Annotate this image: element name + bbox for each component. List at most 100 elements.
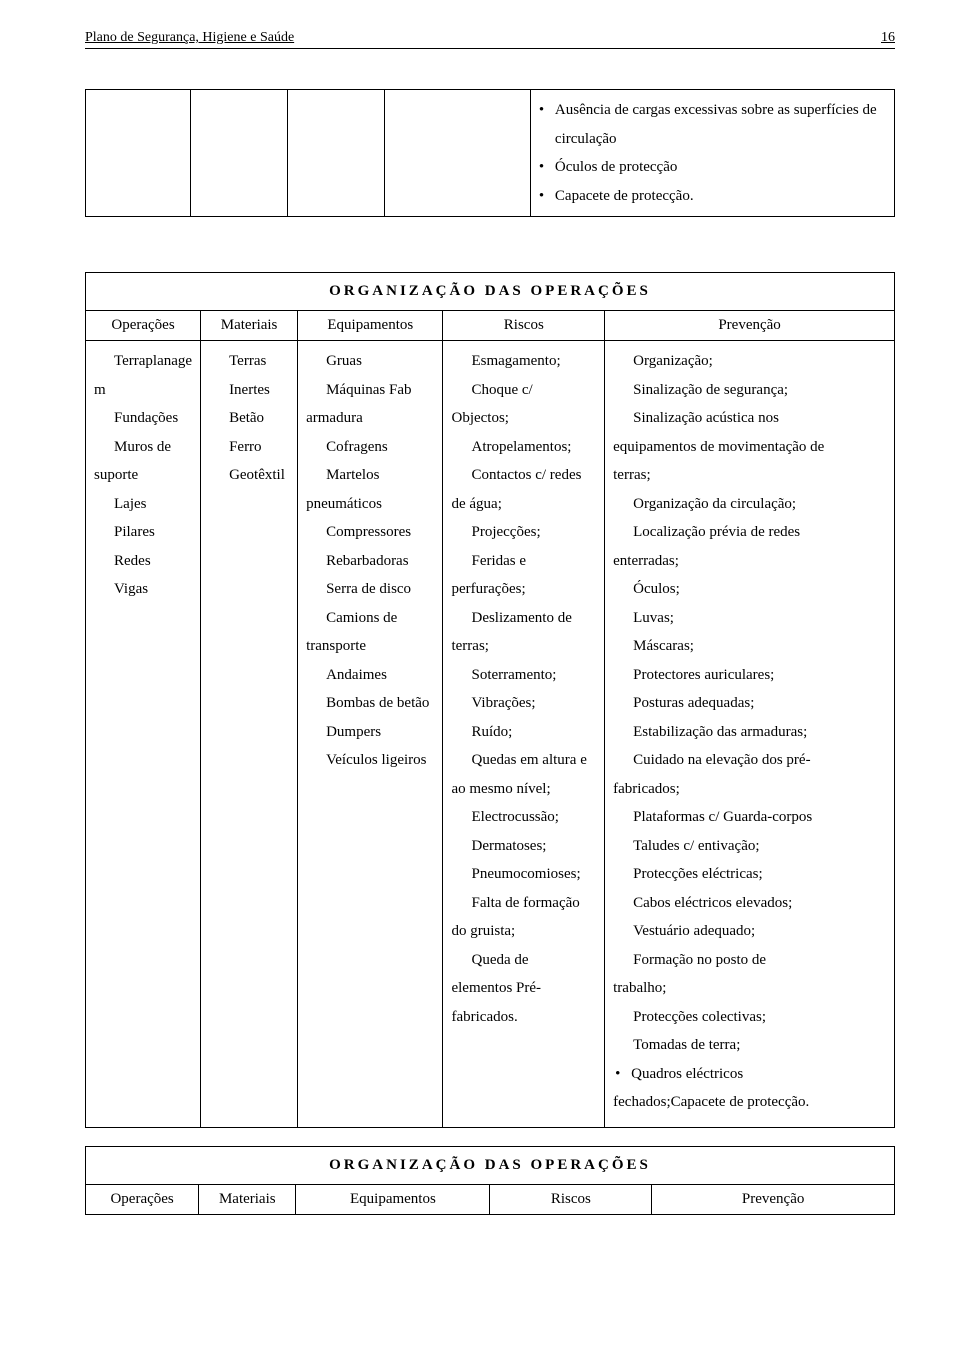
list-line: Bombas de betão (306, 689, 434, 718)
top-bullet-item: Ausência de cargas excessivas sobre as s… (537, 96, 888, 153)
list-line: Máscaras; (613, 632, 886, 661)
cell-prevencao: Organização;Sinalização de segurança;Sin… (605, 341, 895, 1128)
list-line: Camions de (306, 604, 434, 633)
list-line: Quedas em altura e (451, 746, 596, 775)
page: Plano de Segurança, Higiene e Saúde 16 A… (0, 0, 960, 1255)
top-cell-empty-3 (288, 90, 385, 217)
list-line: transporte (306, 632, 434, 661)
top-cell-bullets: Ausência de cargas excessivas sobre as s… (530, 90, 894, 217)
list-line: enterradas; (613, 547, 886, 576)
list-line: Localização prévia de redes (613, 518, 886, 547)
prevencao-bullet-item: Quadros eléctricos (613, 1060, 886, 1089)
col2-header-equipamentos: Equipamentos (296, 1184, 490, 1214)
list-line: Sinalização acústica nos (613, 404, 886, 433)
page-header: Plano de Segurança, Higiene e Saúde 16 (85, 30, 895, 49)
list-line: perfurações; (451, 575, 596, 604)
list-line: terras; (451, 632, 596, 661)
list-line: Ruído; (451, 718, 596, 747)
col-header-riscos: Riscos (443, 311, 605, 341)
list-line: Redes (94, 547, 192, 576)
list-line: Atropelamentos; (451, 433, 596, 462)
list-line: Vigas (94, 575, 192, 604)
list-line: Lajes (94, 490, 192, 519)
list-line: Gruas (306, 347, 434, 376)
list-line: Dermatoses; (451, 832, 596, 861)
cell-equipamentos: GruasMáquinas FabarmaduraCofragensMartel… (298, 341, 443, 1128)
list-line: fabricados; (613, 775, 886, 804)
list-line: terras; (613, 461, 886, 490)
list-line: Contactos c/ redes (451, 461, 596, 490)
list-line: Martelos (306, 461, 434, 490)
list-line: Tomadas de terra; (613, 1031, 886, 1060)
list-line: Vestuário adequado; (613, 917, 886, 946)
col2-header-operacoes: Operações (86, 1184, 199, 1214)
list-line: Organização; (613, 347, 886, 376)
top-bullet-item: Óculos de protecção (537, 153, 888, 182)
cell-operacoes: TerraplanagemFundaçõesMuros desuporteLaj… (86, 341, 201, 1128)
list-line: Falta de formação (451, 889, 596, 918)
prevencao-bullet-text: Quadros eléctricos (631, 1066, 743, 1082)
col2-header-riscos: Riscos (490, 1184, 652, 1214)
list-line: Fundações (94, 404, 192, 433)
list-line: do gruista; (451, 917, 596, 946)
list-line: Dumpers (306, 718, 434, 747)
list-line: Serra de disco (306, 575, 434, 604)
list-line: Compressores (306, 518, 434, 547)
list-line: pneumáticos (306, 490, 434, 519)
list-line: Protecções eléctricas; (613, 860, 886, 889)
col2-header-prevencao: Prevenção (652, 1184, 895, 1214)
prevencao-tail: fechados;Capacete de protecção. (613, 1088, 886, 1117)
list-line: Óculos; (613, 575, 886, 604)
list-line: Esmagamento; (451, 347, 596, 376)
list-line: Formação no posto de (613, 946, 886, 975)
list-line: Queda de (451, 946, 596, 975)
list-line: Objectos; (451, 404, 596, 433)
list-line: Cabos eléctricos elevados; (613, 889, 886, 918)
list-line: m (94, 376, 192, 405)
list-line: Rebarbadoras (306, 547, 434, 576)
list-line: Projecções; (451, 518, 596, 547)
list-line: Plataformas c/ Guarda-corpos (613, 803, 886, 832)
list-line: fabricados. (451, 1003, 596, 1032)
top-cell-empty-2 (191, 90, 288, 217)
col-header-prevencao: Prevenção (605, 311, 895, 341)
list-line: Pilares (94, 518, 192, 547)
list-line: Deslizamento de (451, 604, 596, 633)
list-line: Sinalização de segurança; (613, 376, 886, 405)
list-line: equipamentos de movimentação de (613, 433, 886, 462)
list-line: Máquinas Fab (306, 376, 434, 405)
list-line: Cuidado na elevação dos pré- (613, 746, 886, 775)
col-header-materiais: Materiais (201, 311, 298, 341)
top-cell-empty-4 (385, 90, 531, 217)
list-line: Posturas adequadas; (613, 689, 886, 718)
list-line: Organização da circulação; (613, 490, 886, 519)
list-line: Veículos ligeiros (306, 746, 434, 775)
cell-materiais: TerrasInertesBetãoFerroGeotêxtil (201, 341, 298, 1128)
list-line: Terraplanage (94, 347, 192, 376)
top-bullet-list: Ausência de cargas excessivas sobre as s… (537, 96, 888, 210)
list-line: Vibrações; (451, 689, 596, 718)
list-line: Andaimes (306, 661, 434, 690)
page-number: 16 (881, 30, 895, 46)
col-header-operacoes: Operações (86, 311, 201, 341)
list-line: Choque c/ (451, 376, 596, 405)
bottom-table: ORGANIZAÇÃO DAS OPERAÇÕES Operações Mate… (85, 1146, 895, 1215)
list-line: Electrocussão; (451, 803, 596, 832)
list-line: ao mesmo nível; (451, 775, 596, 804)
list-line: Cofragens (306, 433, 434, 462)
list-line: Inertes (209, 376, 289, 405)
top-table: Ausência de cargas excessivas sobre as s… (85, 89, 895, 217)
list-line: trabalho; (613, 974, 886, 1003)
top-bullet-item: Capacete de protecção. (537, 182, 888, 211)
document-title: Plano de Segurança, Higiene e Saúde (85, 30, 294, 46)
list-line: Taludes c/ entivação; (613, 832, 886, 861)
list-line: Estabilização das armaduras; (613, 718, 886, 747)
section-title: ORGANIZAÇÃO DAS OPERAÇÕES (86, 273, 895, 311)
list-line: Protecções colectivas; (613, 1003, 886, 1032)
col2-header-materiais: Materiais (199, 1184, 296, 1214)
cell-riscos: Esmagamento;Choque c/Objectos;Atropelame… (443, 341, 605, 1128)
col-header-equipamentos: Equipamentos (298, 311, 443, 341)
list-line: Geotêxtil (209, 461, 289, 490)
list-line: Terras (209, 347, 289, 376)
list-line: elementos Pré- (451, 974, 596, 1003)
